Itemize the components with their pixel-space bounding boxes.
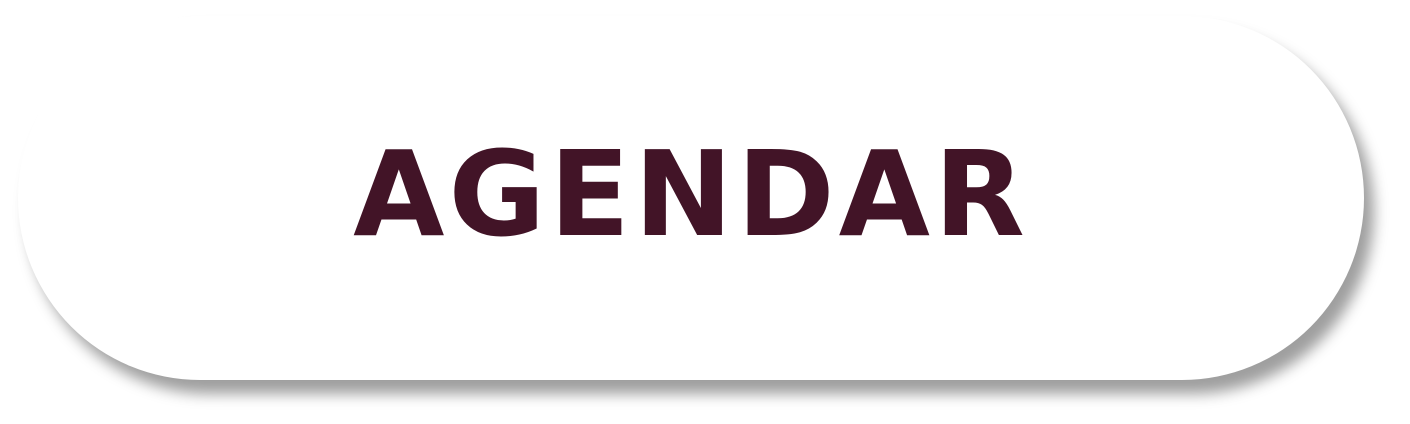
agendar-button[interactable]: AGENDAR	[18, 16, 1364, 380]
agendar-button-label: AGENDAR	[353, 125, 1029, 263]
